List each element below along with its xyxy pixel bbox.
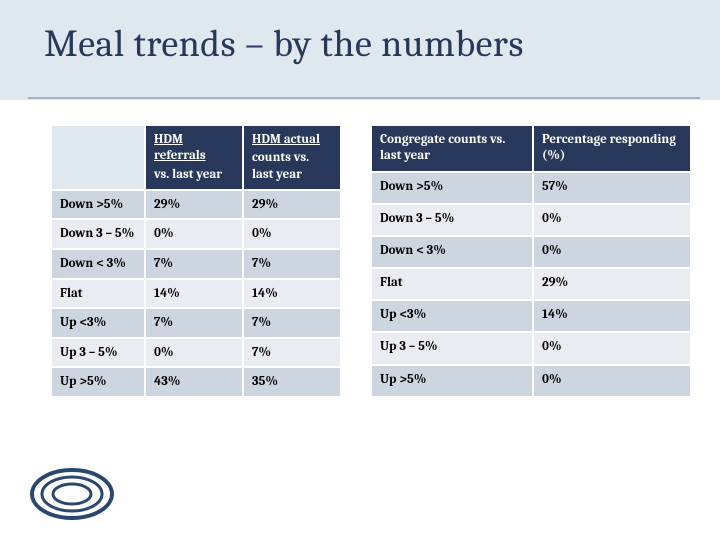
cell-value: 0% xyxy=(533,236,691,268)
congregate-table: Congregate counts vs. last year Percenta… xyxy=(370,124,692,398)
table-row: Up >5% 43% 35% xyxy=(51,367,341,397)
tables-container: HDM referrals vs. last year HDM actual c… xyxy=(50,124,686,398)
table-row: Down < 3% 0% xyxy=(371,236,691,268)
cell-label: Flat xyxy=(371,268,533,300)
cell-value: 7% xyxy=(243,249,341,279)
table-row: Up <3% 14% xyxy=(371,300,691,332)
cell-label: Down < 3% xyxy=(51,249,145,279)
congregate-header-counts-text: Congregate counts vs. last year xyxy=(380,132,505,163)
cell-value: 0% xyxy=(533,365,691,397)
cell-label: Down 3 – 5% xyxy=(371,204,533,236)
cell-value: 0% xyxy=(533,204,691,236)
cell-value: 7% xyxy=(243,308,341,338)
cell-value: 57% xyxy=(533,172,691,204)
cell-value: 7% xyxy=(145,308,243,338)
hdm-header-actual: HDM actual counts vs. last year xyxy=(243,125,341,190)
hdm-table: HDM referrals vs. last year HDM actual c… xyxy=(50,124,342,398)
congregate-header-percent: Percentage responding (%) xyxy=(533,125,691,172)
table-row: Down 3 – 5% 0% 0% xyxy=(51,219,341,249)
hdm-header-actual-main: HDM actual xyxy=(252,132,320,147)
cell-value: 35% xyxy=(243,367,341,397)
congregate-header-percent-text: Percentage responding (%) xyxy=(542,132,676,163)
hdm-header-referrals-main: HDM referrals xyxy=(154,132,206,163)
table-row: Up 3 – 5% 0% 7% xyxy=(51,338,341,368)
table-row: Down >5% 57% xyxy=(371,172,691,204)
cell-label: Up <3% xyxy=(51,308,145,338)
cell-value: 0% xyxy=(145,219,243,249)
table-row: Down < 3% 7% 7% xyxy=(51,249,341,279)
hdm-header-referrals-sub: vs. last year xyxy=(154,167,234,183)
cell-value: 29% xyxy=(243,190,341,220)
cell-value: 0% xyxy=(243,219,341,249)
table-row: Down >5% 29% 29% xyxy=(51,190,341,220)
table-row: Up 3 – 5% 0% xyxy=(371,332,691,364)
cell-label: Down >5% xyxy=(371,172,533,204)
cell-label: Down < 3% xyxy=(371,236,533,268)
cell-value: 29% xyxy=(533,268,691,300)
table-row: Flat 29% xyxy=(371,268,691,300)
cell-value: 14% xyxy=(243,279,341,309)
cell-label: Up <3% xyxy=(371,300,533,332)
hdm-header-actual-sub: counts vs. last year xyxy=(252,150,332,183)
cell-label: Flat xyxy=(51,279,145,309)
hdm-header-referrals: HDM referrals vs. last year xyxy=(145,125,243,190)
cell-label: Up 3 – 5% xyxy=(371,332,533,364)
hdm-table-body: Down >5% 29% 29% Down 3 – 5% 0% 0% Down … xyxy=(51,190,341,397)
cell-value: 14% xyxy=(533,300,691,332)
organization-logo-icon xyxy=(28,464,116,522)
cell-label: Down >5% xyxy=(51,190,145,220)
cell-value: 0% xyxy=(145,338,243,368)
cell-label: Up >5% xyxy=(51,367,145,397)
cell-value: 29% xyxy=(145,190,243,220)
cell-value: 43% xyxy=(145,367,243,397)
cell-label: Up 3 – 5% xyxy=(51,338,145,368)
congregate-header-counts: Congregate counts vs. last year xyxy=(371,125,533,172)
slide-title: Meal trends – by the numbers xyxy=(44,22,700,66)
hdm-header-blank xyxy=(51,125,145,190)
table-row: Up >5% 0% xyxy=(371,365,691,397)
congregate-table-body: Down >5% 57% Down 3 – 5% 0% Down < 3% 0%… xyxy=(371,172,691,397)
table-row: Flat 14% 14% xyxy=(51,279,341,309)
cell-value: 7% xyxy=(243,338,341,368)
cell-label: Up >5% xyxy=(371,365,533,397)
title-underline xyxy=(28,97,700,99)
cell-value: 14% xyxy=(145,279,243,309)
cell-value: 0% xyxy=(533,332,691,364)
cell-value: 7% xyxy=(145,249,243,279)
cell-label: Down 3 – 5% xyxy=(51,219,145,249)
table-row: Down 3 – 5% 0% xyxy=(371,204,691,236)
table-row: Up <3% 7% 7% xyxy=(51,308,341,338)
